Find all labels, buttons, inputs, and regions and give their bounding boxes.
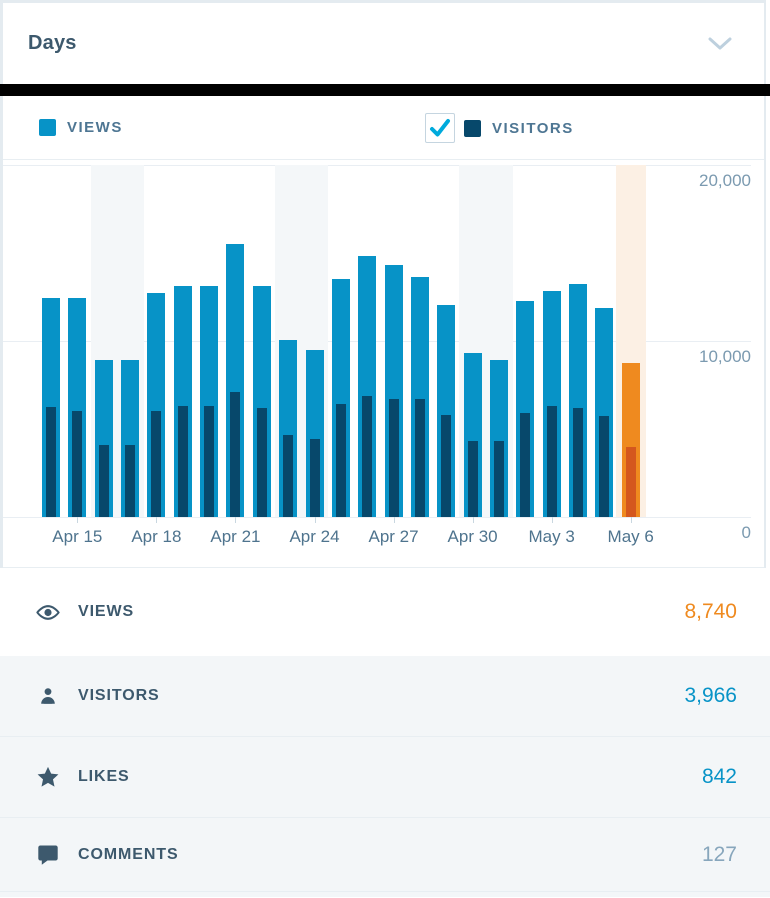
chart-legend: VIEWS VISITORS: [3, 96, 764, 160]
summary-row-label: LIKES: [78, 768, 130, 785]
visitors-bar-apr-25[interactable]: [335, 404, 346, 517]
x-axis-label: Apr 18: [131, 527, 182, 546]
x-axis-label: Apr 21: [210, 527, 261, 546]
x-axis-tick: [630, 517, 632, 523]
x-axis-tick: [314, 517, 316, 523]
x-axis-label: Apr 15: [52, 527, 103, 546]
x-axis-tick: [235, 517, 237, 523]
visitors-bar-may-3[interactable]: [546, 406, 557, 517]
visitors-bar-apr-27[interactable]: [388, 399, 399, 517]
x-axis-label: May 3: [528, 527, 575, 546]
legend-visitors-label: VISITORS: [492, 119, 574, 137]
visitors-bar-apr-21[interactable]: [230, 391, 241, 517]
y-axis-label: 20,000: [699, 171, 751, 190]
chart-module: VIEWS VISITORS 20,000 10,000 0 Apr 15 Apr 18…: [0, 96, 766, 568]
summary-row-label: VIEWS: [78, 603, 135, 620]
x-axis-tick: [551, 517, 553, 523]
checkmark-icon: [430, 119, 450, 137]
summary-row-likes[interactable]: LIKES 842: [0, 737, 770, 817]
gridline-0: [3, 517, 751, 518]
visitors-bar-may-5[interactable]: [599, 415, 610, 517]
row-divider: [0, 736, 770, 737]
visitors-bar-apr-24[interactable]: [309, 439, 320, 517]
eye-icon: [35, 599, 61, 625]
x-axis-tick: [77, 517, 79, 523]
visitors-bar-apr-29[interactable]: [441, 414, 452, 517]
period-title: Days: [28, 32, 77, 54]
summary-row-value: 842: [701, 765, 737, 788]
visitors-bar-apr-16[interactable]: [98, 444, 109, 517]
x-axis-tick: [393, 517, 395, 523]
visitors-bar-apr-28[interactable]: [414, 399, 425, 517]
visitors-bar-apr-19[interactable]: [177, 406, 188, 517]
visitors-bar-apr-23[interactable]: [283, 434, 294, 517]
row-divider: [0, 817, 770, 818]
visitors-bar-may-6[interactable]: [625, 447, 636, 517]
views-swatch-icon: [39, 119, 56, 136]
x-axis-label: May 6: [607, 527, 654, 546]
x-axis-tick: [156, 517, 158, 523]
visitors-bar-may-4[interactable]: [573, 408, 583, 517]
star-icon: [35, 764, 61, 790]
separator-bar: [0, 84, 770, 96]
visitors-checkbox[interactable]: [425, 113, 455, 143]
summary-row-comments[interactable]: COMMENTS 127: [0, 818, 770, 891]
summary-row-label: VISITORS: [78, 687, 160, 704]
bar-chart: 20,000 10,000 0 Apr 15 Apr 18 Apr 21 Apr 24 Apr…: [3, 160, 764, 568]
visitors-bar-apr-15[interactable]: [72, 411, 83, 517]
gridline-10000: [3, 341, 751, 342]
x-axis-tick: [472, 517, 474, 523]
summary-row-value: 3,966: [684, 684, 737, 707]
visitors-bar-may-1[interactable]: [493, 441, 504, 517]
visitors-bar-apr-20[interactable]: [204, 405, 215, 517]
comment-icon: [35, 842, 61, 868]
visitors-bar-apr-17[interactable]: [125, 444, 136, 517]
legend-item-visitors: VISITORS: [425, 96, 574, 160]
chevron-down-icon[interactable]: [708, 37, 732, 51]
visitors-bar-apr-22[interactable]: [256, 408, 267, 517]
row-divider: [0, 891, 770, 892]
x-axis-label: Apr 30: [447, 527, 498, 546]
visitors-bar-may-2[interactable]: [520, 413, 531, 517]
visitors-bar-apr-26[interactable]: [362, 395, 373, 517]
summary-list: VIEWS 8,740 VISITORS 3,966 LIKES 842 COMMENTS 1…: [0, 568, 770, 897]
legend-item-views: VIEWS: [39, 119, 123, 136]
summary-row-visitors[interactable]: VISITORS 3,966: [0, 656, 770, 736]
x-axis-label: Apr 24: [289, 527, 340, 546]
summary-row-views[interactable]: VIEWS 8,740: [0, 568, 770, 656]
visitors-bar-apr-14[interactable]: [46, 407, 56, 517]
period-header[interactable]: Days: [0, 0, 766, 84]
visitors-bar-apr-18[interactable]: [151, 410, 162, 517]
person-icon: [35, 683, 61, 709]
visitors-bar-apr-30[interactable]: [467, 441, 478, 517]
gridline-20000: [3, 165, 751, 166]
x-axis-label: Apr 27: [368, 527, 419, 546]
legend-views-label: VIEWS: [67, 119, 123, 136]
y-axis-label: 0: [741, 523, 751, 542]
visitors-swatch-icon: [464, 119, 481, 137]
summary-row-value: 8,740: [684, 600, 737, 623]
y-axis-label: 10,000: [699, 347, 751, 366]
summary-row-value: 127: [701, 842, 737, 866]
summary-row-label: COMMENTS: [78, 845, 179, 863]
next-row-edge: [0, 892, 770, 897]
